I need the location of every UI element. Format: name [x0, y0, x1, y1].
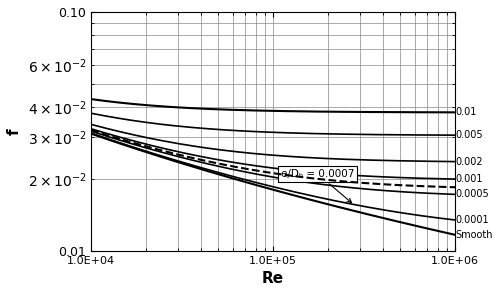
Text: 0.002: 0.002 — [456, 156, 483, 167]
Text: 0.0001: 0.0001 — [456, 215, 489, 225]
Text: e/Dₕ = 0.0007: e/Dₕ = 0.0007 — [280, 169, 354, 202]
Text: 0.001: 0.001 — [456, 174, 483, 184]
Text: Smooth: Smooth — [456, 230, 493, 240]
Text: 0.01: 0.01 — [456, 107, 477, 117]
Text: 0.005: 0.005 — [456, 130, 483, 140]
Text: 0.0005: 0.0005 — [456, 189, 490, 199]
Y-axis label: f: f — [7, 128, 22, 134]
X-axis label: Re: Re — [262, 271, 284, 286]
